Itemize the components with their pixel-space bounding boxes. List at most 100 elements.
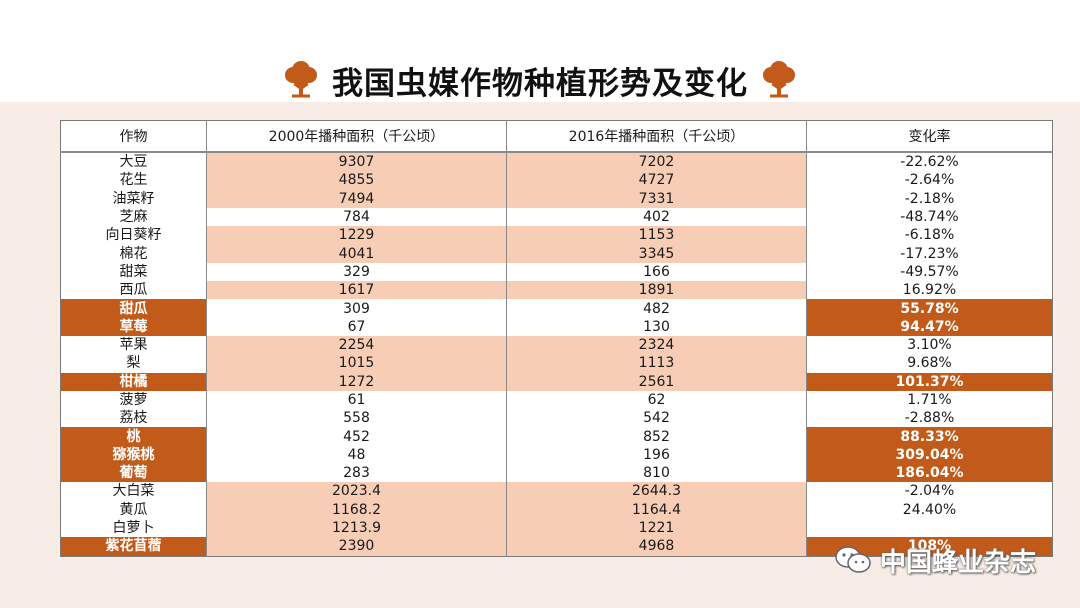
crop-name-cell: 芝麻: [119, 209, 148, 226]
area-2016-cell: 7331: [506, 189, 807, 208]
table-row: 油菜籽 7494 7331 -2.18%: [61, 189, 1053, 208]
area-2016-cell: 1221: [506, 518, 807, 538]
area-2016-cell: 542: [506, 409, 807, 428]
table-row: 桃 452 852 88.33%: [60, 427, 1053, 446]
table-row: 花生 4855 4727 -2.64%: [61, 171, 1053, 190]
area-2016-cell: 2561: [506, 372, 807, 391]
crop-name-cell: 草莓: [60, 317, 207, 336]
change-rate-cell: 186.04%: [806, 464, 1053, 483]
area-2016-cell: 402: [506, 207, 807, 227]
change-rate-cell: [806, 518, 1053, 538]
crop-name-cell: 黄瓜: [119, 501, 148, 518]
table-row: 大豆 9307 7202 -22.62%: [61, 152, 1053, 172]
crop-table: 作物 2000年播种面积（千公顷） 2016年播种面积（千公顷） 变化率 大豆 9…: [60, 120, 1053, 557]
area-2000-cell: 2023.4: [206, 482, 507, 501]
area-2016-cell: 1153: [506, 226, 807, 245]
table-row: 草莓 67 130 94.47%: [60, 317, 1053, 336]
crop-name-cell: 梨: [126, 355, 141, 372]
area-2016-cell: 4968: [506, 537, 807, 557]
change-rate-cell: -6.18%: [806, 226, 1053, 245]
change-rate-cell: 108%: [806, 537, 1053, 557]
table-row: 棉花 4041 3345 -17.23%: [61, 244, 1053, 263]
crop-name-cell: 菠萝: [119, 392, 148, 408]
crop-name-cell: 荔枝: [119, 410, 148, 427]
table-row: 紫花苜蓿 2390 4968 108%: [60, 537, 1053, 557]
area-2000-cell: 1015: [206, 354, 507, 373]
change-rate-cell: -2.04%: [806, 482, 1053, 501]
area-2000-cell: 48: [206, 445, 507, 465]
area-2000-cell: 452: [206, 427, 507, 446]
crop-name-cell: 大豆: [119, 154, 148, 171]
change-rate-cell: 55.78%: [806, 299, 1053, 318]
header-2000-area: 2000年播种面积（千公顷）: [206, 120, 507, 153]
header-2016-area: 2016年播种面积（千公顷）: [506, 120, 807, 153]
area-2000-cell: 7494: [206, 189, 507, 208]
area-2000-cell: 1617: [206, 281, 507, 300]
area-2016-cell: 3345: [506, 244, 807, 263]
change-rate-cell: 9.68%: [806, 354, 1053, 373]
table-row: 荔枝 558 542 -2.88%: [61, 409, 1053, 428]
crop-name-cell: 柑橘: [60, 372, 207, 391]
table-row: 菠萝 61 62 1.71%: [61, 390, 1053, 410]
crop-name-cell: 白萝卜: [112, 520, 155, 537]
crop-name-cell: 桃: [60, 427, 207, 446]
area-2016-cell: 2324: [506, 335, 807, 355]
area-2000-cell: 1168.2: [206, 500, 507, 519]
crop-name-cell: 甜菜: [119, 263, 148, 280]
area-2000-cell: 9307: [206, 152, 507, 172]
change-rate-cell: 3.10%: [806, 335, 1053, 355]
wechat-icon: [835, 546, 871, 573]
change-rate-cell: 16.92%: [806, 281, 1053, 300]
crop-name-cell: 西瓜: [119, 282, 148, 299]
crop-name-cell: 花生: [119, 172, 148, 189]
change-rate-cell: -48.74%: [806, 207, 1053, 227]
area-2016-cell: 1113: [506, 354, 807, 373]
header-crop: 作物: [60, 120, 207, 153]
change-rate-cell: -2.88%: [806, 409, 1053, 428]
area-2016-cell: 852: [506, 427, 807, 446]
tree-icon: [763, 61, 795, 98]
area-2000-cell: 1213.9: [206, 518, 507, 538]
table-row: 黄瓜 1168.2 1164.4 24.40%: [61, 500, 1053, 519]
area-2016-cell: 1891: [506, 281, 807, 300]
crop-name-cell: 向日葵籽: [105, 227, 162, 244]
crop-name-cell: 棉花: [119, 245, 148, 262]
table-row: 柑橘 1272 2561 101.37%: [60, 372, 1053, 391]
header-change-rate: 变化率: [806, 120, 1053, 153]
crop-name-cell: 紫花苜蓿: [60, 537, 207, 557]
area-2016-cell: 4727: [506, 171, 807, 190]
area-2016-cell: 196: [506, 445, 807, 465]
area-2000-cell: 4041: [206, 244, 507, 263]
crop-name-cell: 甜瓜: [60, 299, 207, 318]
crop-name-cell: 猕猴桃: [60, 445, 207, 465]
crop-name-cell: 油菜籽: [112, 190, 155, 207]
area-2000-cell: 2254: [206, 335, 507, 355]
area-2000-cell: 61: [206, 390, 507, 410]
area-2000-cell: 309: [206, 299, 507, 318]
table-row: 苹果 2254 2324 3.10%: [61, 335, 1053, 355]
change-rate-cell: 94.47%: [806, 317, 1053, 336]
change-rate-cell: 24.40%: [806, 500, 1053, 519]
table-header-row: 作物 2000年播种面积（千公顷） 2016年播种面积（千公顷） 变化率: [60, 120, 1053, 153]
table-row: 猕猴桃 48 196 309.04%: [60, 445, 1053, 465]
title-row: 我国虫媒作物种植形势及变化: [0, 52, 1080, 108]
change-rate-cell: 101.37%: [806, 372, 1053, 391]
area-2016-cell: 482: [506, 299, 807, 318]
area-2000-cell: 784: [206, 207, 507, 227]
page-title: 我国虫媒作物种植形势及变化: [332, 65, 748, 102]
crop-name-cell: 大白菜: [112, 483, 155, 500]
area-2016-cell: 62: [506, 390, 807, 410]
change-rate-cell: -17.23%: [806, 244, 1053, 263]
table-row: 甜菜 329 166 -49.57%: [61, 262, 1053, 282]
area-2000-cell: 283: [206, 464, 507, 483]
area-2000-cell: 1229: [206, 226, 507, 245]
area-2016-cell: 810: [506, 464, 807, 483]
area-2016-cell: 7202: [506, 152, 807, 172]
table-row: 白萝卜 1213.9 1221: [61, 518, 1053, 538]
area-2016-cell: 2644.3: [506, 482, 807, 501]
area-2000-cell: 2390: [206, 537, 507, 557]
table-row: 芝麻 784 402 -48.74%: [61, 207, 1053, 227]
table-row: 大白菜 2023.4 2644.3 -2.04%: [61, 482, 1053, 501]
change-rate-cell: -2.64%: [806, 171, 1053, 190]
area-2000-cell: 67: [206, 317, 507, 336]
